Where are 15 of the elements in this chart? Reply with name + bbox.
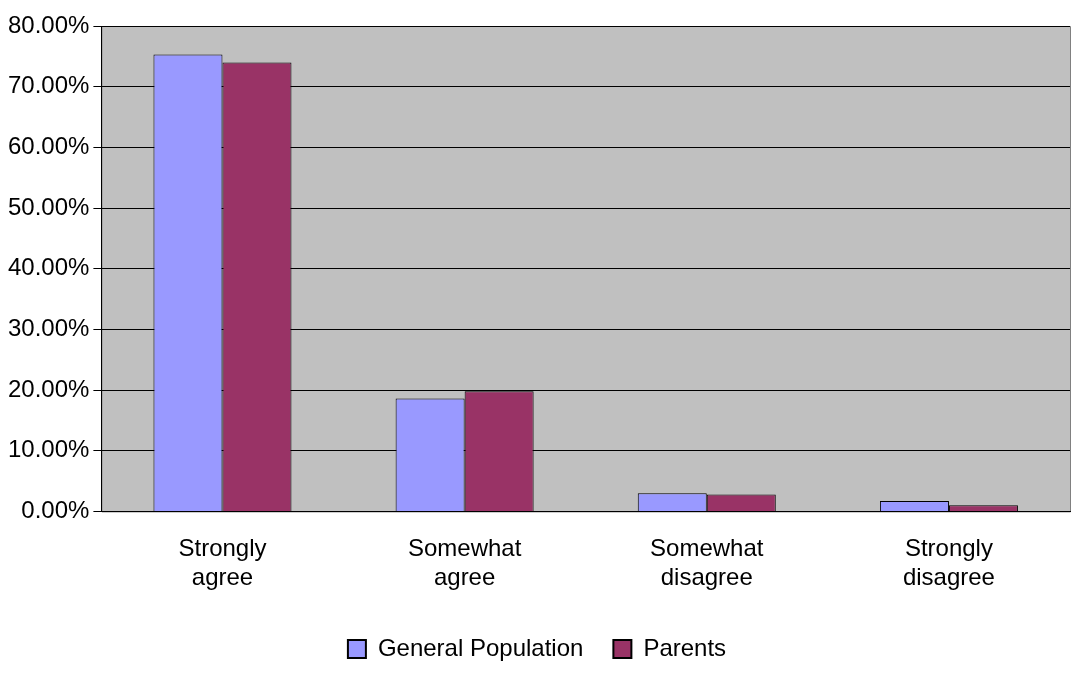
y-tick-label: 0.00% — [21, 496, 90, 524]
y-tick-label: 70.00% — [7, 71, 90, 99]
y-tick-label: 50.00% — [7, 192, 90, 220]
y-tick-label: 60.00% — [7, 131, 90, 159]
x-tick-label: Strongly disagree — [902, 534, 995, 591]
x-tick-label: Strongly agree — [178, 534, 267, 591]
y-tick-label: 80.00% — [7, 10, 90, 38]
y-tick-label: 40.00% — [7, 253, 90, 281]
legend-label: General Population — [377, 633, 584, 661]
x-tick-label: Somewhat agree — [407, 534, 522, 591]
x-tick-label: Somewhat disagree — [650, 534, 764, 591]
y-tick-label: 20.00% — [7, 374, 90, 402]
y-tick-label: 10.00% — [7, 435, 90, 463]
legend-label: Parents — [643, 633, 727, 661]
y-tick-label: 30.00% — [7, 314, 90, 341]
